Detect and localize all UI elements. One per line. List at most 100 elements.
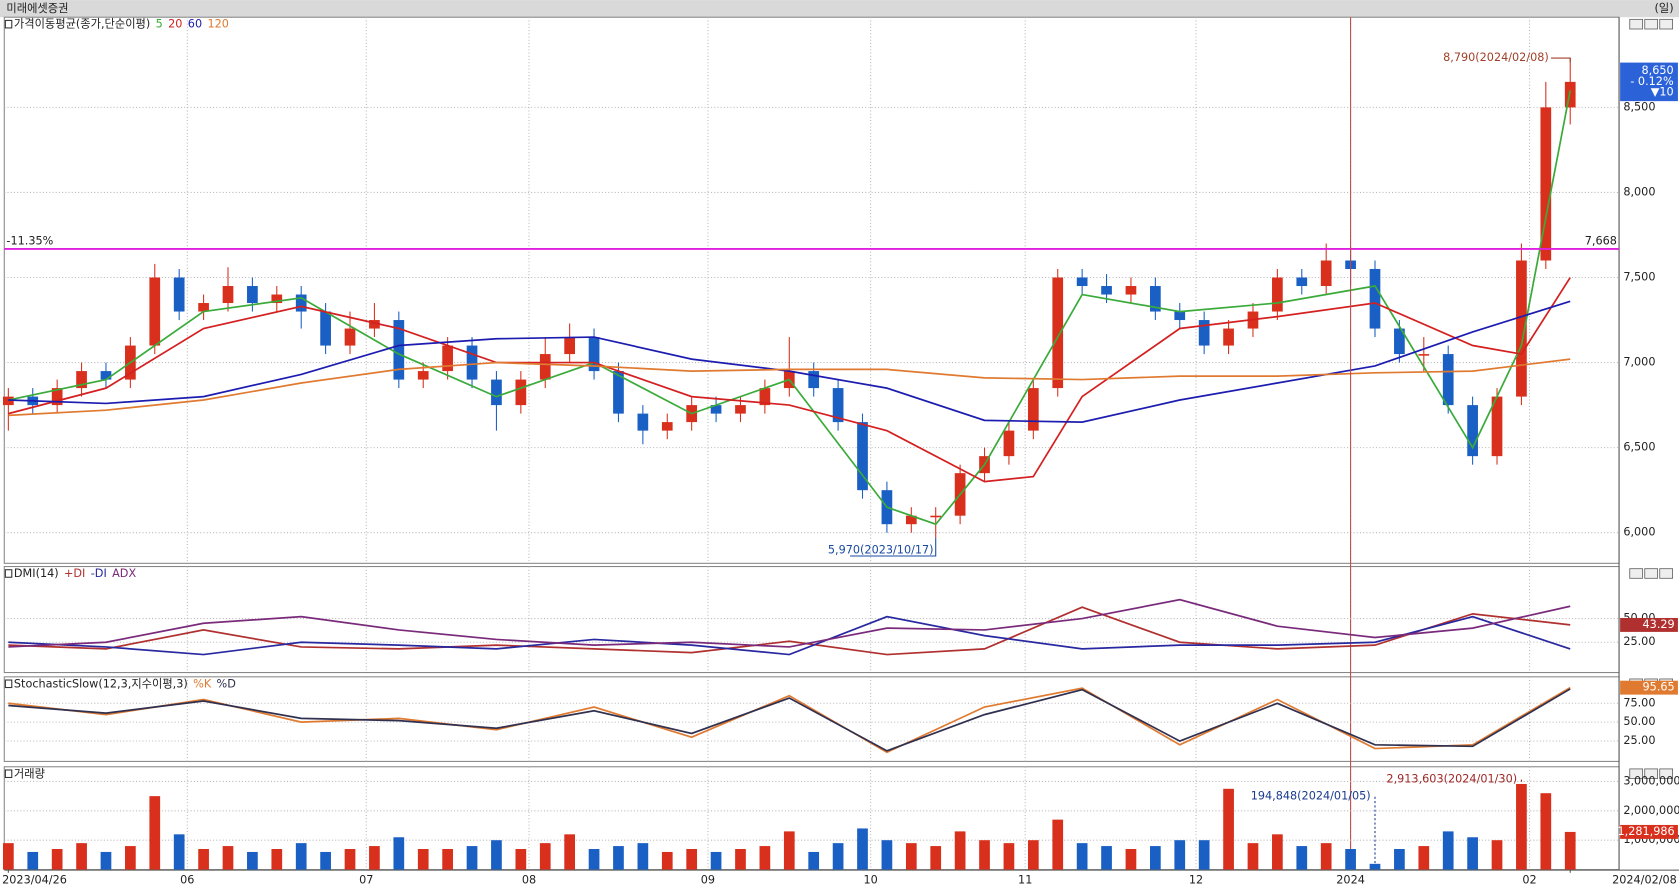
volume-bar	[393, 837, 405, 870]
candle-body	[344, 328, 356, 346]
candle-body	[1516, 260, 1527, 397]
panel	[3, 676, 1620, 762]
candle-body	[1540, 107, 1552, 261]
volume-bar	[979, 840, 990, 870]
candle-body	[613, 371, 624, 414]
volume-bar	[515, 849, 527, 870]
candle-body	[735, 405, 746, 414]
candle-body	[417, 371, 429, 380]
candle-body	[1272, 277, 1283, 312]
reference-label: 7,668	[1585, 234, 1617, 247]
series-line	[8, 598, 1571, 648]
x-tick-label: 12	[1189, 873, 1203, 886]
x-tick-label: 08	[522, 873, 536, 886]
candle-body	[1369, 269, 1381, 329]
panel-title: 가격이동평균(종가,단순이평)	[14, 17, 150, 31]
candle-body	[149, 277, 161, 346]
panel-button[interactable]	[1644, 568, 1659, 579]
annotation: 8,790(2024/02/08)	[1443, 51, 1549, 64]
candle-body	[588, 337, 600, 372]
series-line	[8, 358, 1571, 417]
y-tick-label: 7,000	[1623, 356, 1655, 369]
volume-bar	[100, 851, 112, 870]
y-tick-label: 8,000	[1623, 185, 1655, 198]
panel	[3, 565, 1620, 674]
volume-bar	[613, 846, 624, 870]
panel-button[interactable]	[1629, 768, 1644, 779]
series-line	[8, 615, 1571, 656]
window-title: 미래에셋증권	[6, 2, 68, 15]
volume-bar	[759, 846, 771, 870]
series-line	[8, 686, 1571, 754]
candle-body	[1418, 354, 1430, 356]
volume-bar	[1320, 843, 1332, 870]
y-tick-label: 50.00	[1623, 715, 1655, 728]
volume-bar	[905, 843, 917, 870]
annotation-pointer	[850, 537, 937, 557]
x-tick-label: 2023/04/26	[2, 873, 67, 886]
panel-button[interactable]	[1629, 568, 1644, 579]
panel-button[interactable]	[1659, 18, 1674, 30]
panel-button[interactable]	[1659, 768, 1674, 779]
volume-bar	[417, 849, 429, 870]
volume-bar	[1223, 788, 1234, 870]
panel-title: DMI(14)	[14, 567, 59, 580]
panel-button[interactable]	[1629, 18, 1644, 30]
volume-bar	[1174, 840, 1186, 870]
volume-bar	[125, 846, 136, 870]
candle-body	[76, 371, 87, 389]
candle-body	[1467, 405, 1478, 457]
volume-bar	[1272, 834, 1283, 870]
volume-bar	[344, 849, 356, 870]
period-label[interactable]: (일)	[1655, 1, 1674, 15]
value-tag-label: 43.29	[1643, 618, 1675, 631]
candle-body	[1320, 260, 1332, 287]
volume-bar	[247, 851, 258, 870]
y-tick-label: 6,000	[1623, 526, 1655, 539]
panel-icon	[4, 679, 13, 689]
annotation: 2,913,603(2024/01/30)	[1386, 773, 1517, 786]
panel-button[interactable]	[1644, 18, 1659, 30]
value-tag	[1620, 617, 1678, 632]
volume-bar	[710, 851, 722, 870]
y-tick-label: 25.00	[1623, 635, 1655, 648]
volume-bar	[27, 851, 39, 870]
candle-body	[759, 388, 771, 406]
series-line	[8, 300, 1571, 423]
volume-bar	[1149, 846, 1161, 870]
candle-body	[271, 294, 283, 304]
candle-body	[198, 303, 209, 312]
volume-bar	[1247, 843, 1259, 870]
volume-bar	[735, 849, 746, 870]
volume-bar	[1394, 849, 1405, 870]
candle-body	[905, 515, 917, 525]
volume-bar	[51, 849, 63, 870]
panel-icon	[4, 769, 13, 779]
panel-header: 가격이동평균(종가,단순이평) 5 20 60 120	[14, 17, 229, 31]
panel-title: 거래량	[14, 767, 45, 780]
volume-bar	[1296, 846, 1308, 870]
candle-body	[930, 515, 942, 518]
legend-entry: %K	[193, 677, 212, 690]
panel-button[interactable]	[1659, 568, 1674, 579]
volume-bar	[442, 849, 453, 870]
current-diff: ▼10	[1651, 86, 1674, 99]
x-tick-label: 02	[1522, 873, 1536, 886]
candle-body	[661, 422, 673, 431]
candle-body	[1003, 430, 1015, 457]
candle-body	[320, 311, 331, 346]
panel-title: StochasticSlow(12,3,지수이평,3)	[14, 677, 188, 690]
candle-body	[1052, 277, 1064, 389]
volume-bar	[1564, 831, 1576, 870]
volume-bar	[1101, 846, 1112, 870]
panel-button[interactable]	[1644, 768, 1659, 779]
volume-bar	[564, 834, 576, 870]
candle-body	[1296, 277, 1308, 287]
volume-bar	[1052, 819, 1064, 870]
title-bar	[0, 0, 1679, 18]
panel-header: 거래량	[14, 767, 45, 780]
volume-bar	[686, 849, 698, 870]
candle-body	[832, 388, 844, 423]
candle-body	[1149, 286, 1161, 312]
